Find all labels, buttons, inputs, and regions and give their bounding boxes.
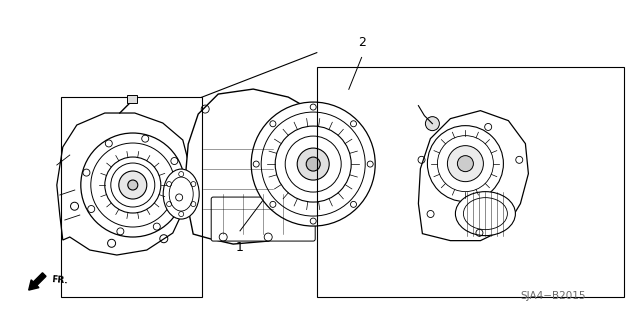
Circle shape (275, 126, 351, 202)
FancyBboxPatch shape (211, 197, 315, 241)
Circle shape (447, 146, 483, 182)
Bar (127, 95, 137, 103)
Circle shape (128, 180, 138, 190)
Circle shape (297, 148, 329, 180)
Circle shape (458, 156, 474, 172)
Circle shape (251, 102, 375, 226)
FancyArrow shape (29, 273, 46, 290)
Text: 2: 2 (358, 36, 365, 49)
Circle shape (81, 133, 185, 237)
Polygon shape (419, 111, 529, 241)
Ellipse shape (163, 169, 199, 219)
Circle shape (426, 117, 440, 131)
Ellipse shape (456, 192, 515, 236)
Circle shape (105, 157, 161, 213)
Bar (317, 67, 624, 297)
Circle shape (428, 126, 504, 202)
Bar (61, 97, 202, 297)
Text: FR.: FR. (51, 275, 68, 286)
Text: SJA4−B2015: SJA4−B2015 (521, 292, 586, 301)
Polygon shape (185, 89, 333, 244)
Text: 1: 1 (236, 241, 244, 254)
Circle shape (119, 171, 147, 199)
Circle shape (306, 157, 320, 171)
Polygon shape (57, 113, 190, 255)
